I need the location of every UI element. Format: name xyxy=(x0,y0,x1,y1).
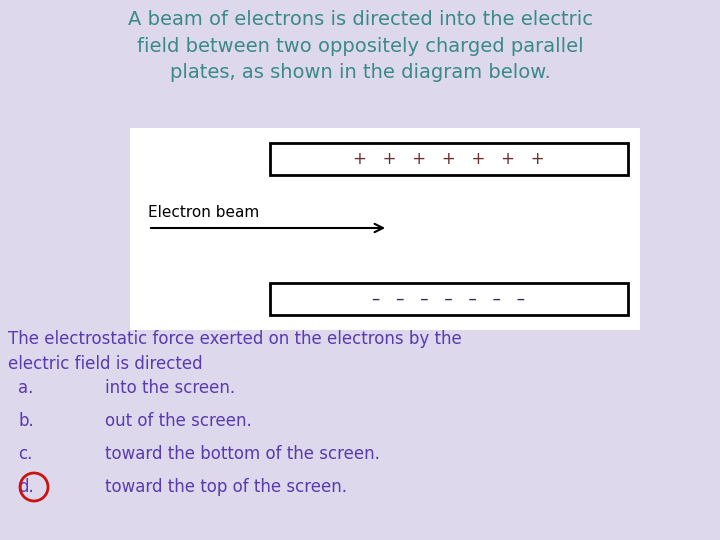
Text: A beam of electrons is directed into the electric
field between two oppositely c: A beam of electrons is directed into the… xyxy=(127,10,593,82)
Text: Electron beam: Electron beam xyxy=(148,205,259,220)
Text: toward the bottom of the screen.: toward the bottom of the screen. xyxy=(105,445,380,463)
Text: out of the screen.: out of the screen. xyxy=(105,412,252,430)
Text: a.: a. xyxy=(18,379,33,397)
Text: –   –   –   –   –   –   –: – – – – – – – xyxy=(372,290,526,308)
Text: toward the top of the screen.: toward the top of the screen. xyxy=(105,478,347,496)
Text: b.: b. xyxy=(18,412,34,430)
Text: +   +   +   +   +   +   +: + + + + + + + xyxy=(354,150,545,168)
Text: The electrostatic force exerted on the electrons by the
electric field is direct: The electrostatic force exerted on the e… xyxy=(8,330,462,373)
Bar xyxy=(270,283,628,315)
Bar xyxy=(270,143,628,175)
Text: d.: d. xyxy=(18,478,34,496)
Text: into the screen.: into the screen. xyxy=(105,379,235,397)
Bar xyxy=(130,128,640,330)
Text: c.: c. xyxy=(18,445,32,463)
